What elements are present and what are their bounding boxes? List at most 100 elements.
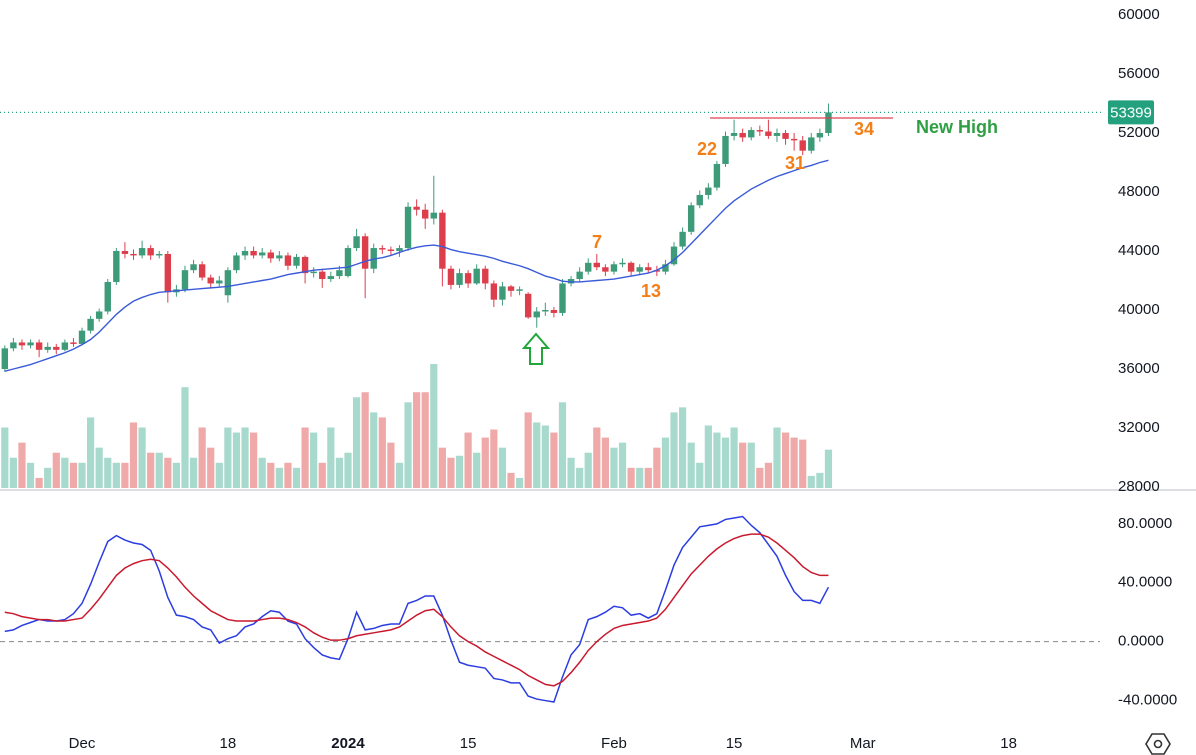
x-tick-label: Dec [69,735,96,752]
volume-bar [78,462,86,488]
volume-bar [696,462,704,488]
volume-bar [258,457,266,488]
candle-body [181,270,189,290]
volume-bar [739,442,747,488]
y-tick-label: -40.0000 [1118,692,1177,709]
candle-body [422,209,429,219]
candle-body [430,212,437,219]
candle-body [104,281,111,312]
candle-body [748,130,755,138]
candle-body [816,132,824,138]
volume-bar [172,462,180,488]
volume-bar [567,457,575,488]
candle-body [258,252,266,256]
volume-bar [721,437,730,488]
volume-bar [498,447,507,488]
candle-body [705,187,712,195]
volume-bar [370,412,378,488]
y-tick-label: 40000 [1118,301,1160,318]
volume-bar [1,427,9,488]
volume-bar [61,457,69,488]
moving-average [4,159,829,372]
annotation: 22 [697,139,717,159]
last-price-label: 53399 [1110,104,1152,121]
volume-layer [1,364,833,488]
x-tick-label: 15 [726,735,743,752]
y-tick-label: 44000 [1118,242,1160,259]
candle-body [730,132,738,136]
volume-bar [670,412,678,488]
volume-bar [164,457,172,488]
volume-bar [275,467,283,488]
candle-body [507,286,515,291]
candle-body [344,248,352,277]
candle-body [576,271,583,280]
volume-bar [104,457,112,488]
y-tick-label: 52000 [1118,124,1160,141]
candle-body [396,248,403,251]
candle-body [447,268,455,285]
volume-bar [490,429,498,488]
candle-body [773,132,781,136]
candle-body [319,271,326,280]
candle-body [301,256,309,274]
candle-body [164,253,172,293]
volume-bar [593,427,601,488]
volume-bar [713,432,721,488]
volume-bar [267,462,275,488]
candle-body [379,248,386,250]
y-tick-label: 36000 [1118,360,1160,377]
volume-bar [198,427,206,488]
volume-bar [515,477,524,488]
volume-bar [404,402,412,488]
price-layer [1,103,832,372]
volume-bar [26,462,35,488]
candle-body [87,318,94,331]
candle-body [327,276,335,280]
annotation: 31 [785,153,805,173]
candle-body [353,236,360,249]
volume-bar [576,467,584,488]
volume-bar [335,457,344,488]
volume-bar [704,425,712,488]
candle-body [473,268,480,284]
candle-body [224,270,232,296]
volume-bar [773,427,781,488]
candle-body [490,283,498,300]
volume-bar [250,432,258,488]
candle-body [722,135,729,164]
volume-bar [764,462,772,488]
volume-bar [9,457,17,488]
volume-bar [301,427,309,488]
annotation: New High [916,117,998,137]
candle-body [18,342,26,346]
candle-body [370,248,377,269]
x-tick-label: 18 [1000,735,1017,752]
candle-body [499,286,506,300]
candle-body [70,342,77,344]
oscillator-line [4,515,830,703]
candle-body [808,137,815,151]
candle-body [216,280,223,284]
candle-body [456,273,463,285]
volume-bar [507,472,515,488]
volume-bar [69,462,78,488]
volume-bar [799,439,807,488]
volume-bar [147,452,155,488]
volume-bar [644,467,652,488]
volume-bar [550,432,558,488]
candle-body [35,342,43,350]
volume-bar [524,412,532,488]
candle-body [10,342,17,349]
candle-body [198,264,206,278]
candle-body [739,132,746,138]
volume-bar [52,452,60,488]
candle-body [636,267,643,272]
candle-body [361,236,369,269]
candle-body [602,267,609,272]
volume-bar [807,475,815,488]
settings-icon[interactable] [1145,733,1171,755]
volume-bar [730,427,738,488]
candle-body [533,311,540,318]
volume-bar [413,392,421,488]
